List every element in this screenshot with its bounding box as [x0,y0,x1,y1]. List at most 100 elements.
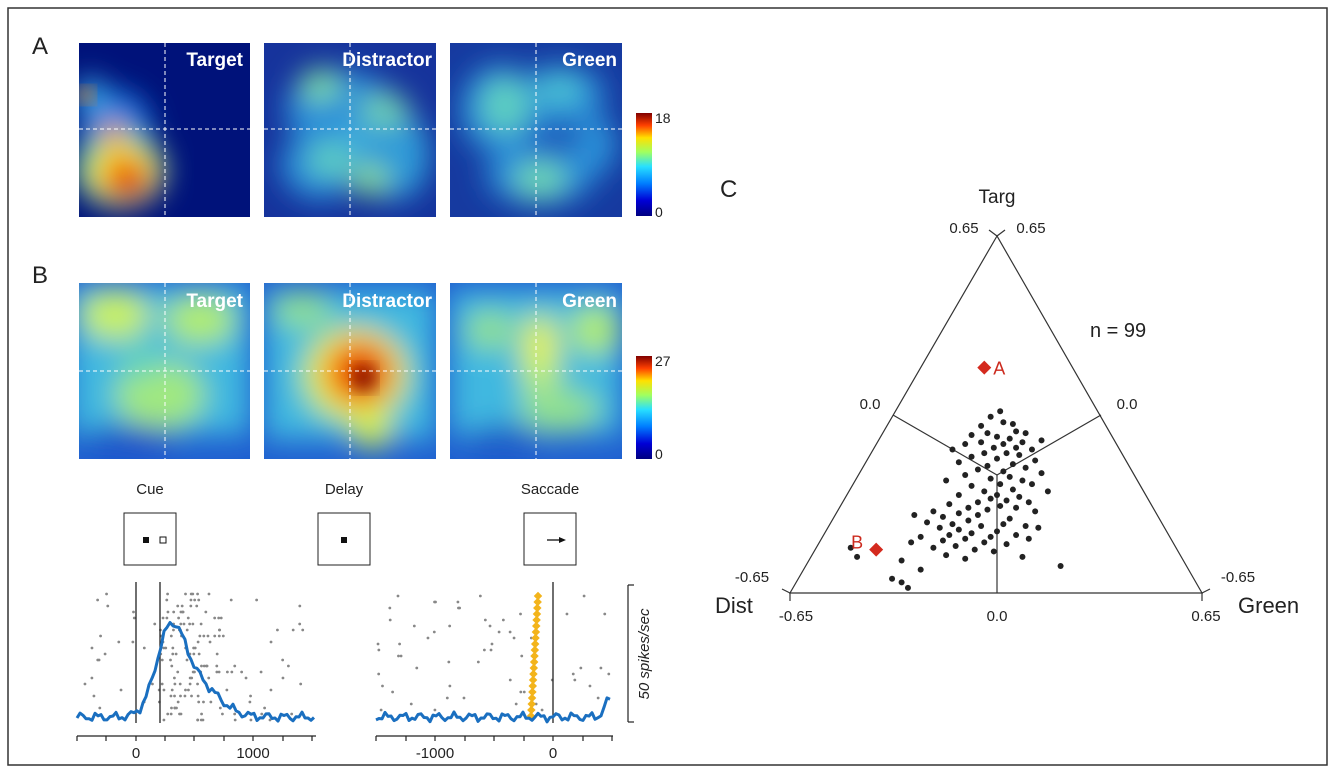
raster-spike [298,604,302,608]
raster-spike [153,622,157,626]
scatter-point [1006,515,1013,522]
raster-spike [187,688,190,692]
raster-spike [105,592,108,596]
highlight-point-b [869,542,884,557]
saccade-onset-marker [530,639,540,649]
raster-spike [497,630,501,634]
raster-spike [432,630,436,634]
scatter-point [1000,521,1007,528]
raster-spike [193,646,197,650]
scatter-point [1013,444,1020,451]
scatter-point [943,552,950,559]
raster-spike [202,664,206,668]
raster-spike [299,682,303,686]
scatter-point [1028,446,1035,453]
crosshairs-b [79,283,622,459]
saccade-onset-marker [533,591,543,601]
scatter-point [994,528,1000,535]
raster-spike [571,672,575,676]
scatter-point [917,566,924,573]
colorbar-b [636,356,652,459]
x-tick-left-1000: 1000 [236,745,269,762]
scatter-point [904,584,911,591]
raster-spike [233,718,237,722]
raster-spike [213,616,217,620]
rate-scale-label: 50 spikes/sec [636,608,653,699]
scatter-point [1003,497,1010,504]
raster-spike [501,618,505,622]
raster-spike [103,652,107,656]
raster-spike [268,718,272,722]
scatter-point [1013,532,1020,539]
raster-spike [186,616,190,620]
scatter-point [987,475,994,482]
raster-spike [476,660,480,664]
raster-spike [172,610,176,614]
crosshairs-a [79,43,622,217]
raster-spike [225,688,229,692]
raster-spike [179,694,182,698]
raster-spike [377,648,381,652]
raster-spike [202,700,205,704]
scatter-point [1016,451,1023,458]
scatter-point [936,524,943,531]
raster-spike [204,610,208,614]
saccade-onset-marker [528,681,537,691]
map-title-a-target: Target [186,50,243,71]
raster-spike [196,694,200,698]
raster-spike [582,594,586,598]
raster-spike [291,628,295,632]
highlighted-points: AB [851,359,1005,557]
scatter-point [1009,486,1016,493]
heatmap-a-target [79,43,250,217]
raster-spike [260,712,264,716]
map-title-b-distractor: Distractor [342,291,432,312]
scatter-point [1000,441,1007,448]
raster-spike [207,676,211,680]
raster-spike [217,670,221,674]
scatter-point [984,462,991,469]
scatter-point [1022,430,1029,437]
x-axis-right [375,735,613,741]
raster-spike [199,622,203,626]
scatter-point [1032,508,1039,515]
saccade-onset-marker [527,693,537,703]
raster-spike [90,646,94,650]
scatter-points [847,408,1064,591]
scatter-point [908,539,915,546]
raster-spike [391,690,395,694]
scatter-point [1000,468,1007,475]
raster-spike [579,666,583,670]
scatter-point [978,439,985,446]
scatter-point [1003,541,1010,548]
saccade-onset-marker [533,603,542,613]
scatter-point [955,510,962,517]
saccade-onset-markers [526,591,543,721]
vertex-label-dist: Dist [715,593,753,618]
saccade-onset-marker [532,609,542,619]
scatter-point [1000,419,1007,426]
raster-spike [196,592,199,596]
raster-spike [170,664,174,668]
scatter-point [978,522,985,529]
raster-spike [415,666,419,670]
scatter-point [994,455,1000,462]
raster-spike [172,676,176,680]
raster-spike [172,628,175,632]
raster-spike [106,604,110,608]
raster-spike [205,664,209,668]
raster-spike [520,654,524,658]
raster-spike [92,694,96,698]
scatter-point [930,544,937,551]
raster-spike [96,598,100,602]
raster-spike [197,652,201,656]
tick-top-right: 0.65 [1016,220,1045,237]
raster-spike [189,592,193,596]
raster-spike [596,696,600,700]
raster-spike [215,652,219,656]
scatter-point [952,542,959,549]
epoch-icon-delay [317,512,371,566]
scatter-point [1019,477,1026,484]
scatter-point [1025,535,1032,542]
scatter-point [854,553,861,560]
